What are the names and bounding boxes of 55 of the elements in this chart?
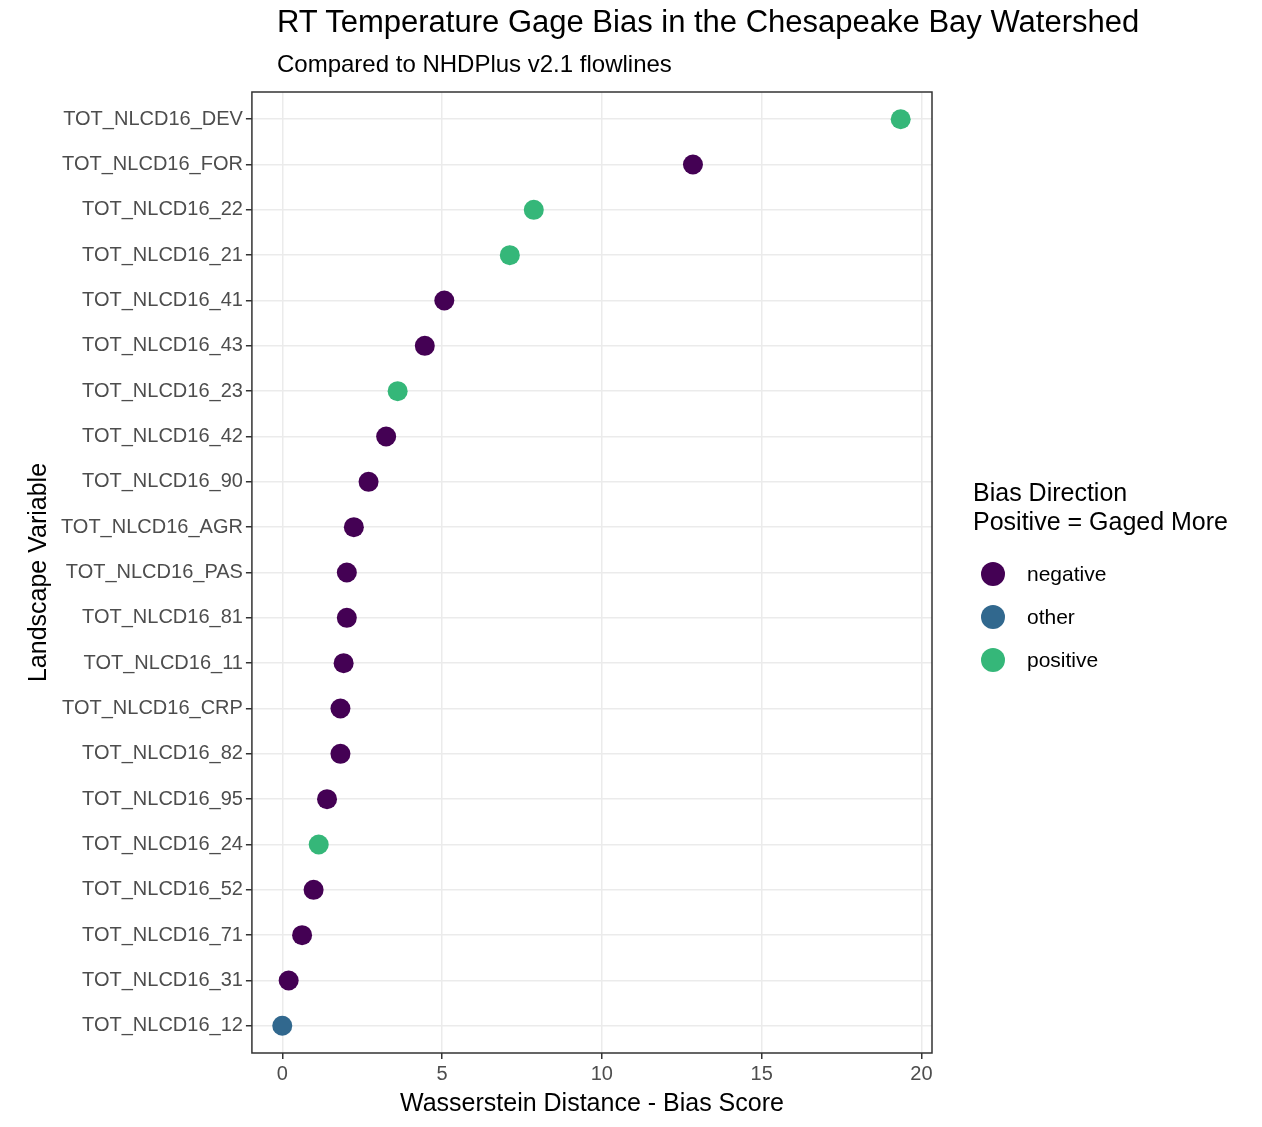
point [333, 653, 354, 674]
y-tick-label: TOT_NLCD16_41 [82, 288, 243, 312]
y-axis-title: Landscape Variable [22, 462, 51, 683]
y-tick-label: TOT_NLCD16_81 [82, 605, 243, 629]
legend-title: Bias Direction Positive = Gaged More [973, 478, 1228, 536]
x-tick-label: 5 [436, 1061, 448, 1084]
y-tick-label: TOT_NLCD16_71 [82, 922, 243, 946]
point [308, 834, 329, 855]
point [303, 879, 324, 900]
point [330, 698, 351, 719]
point [499, 245, 520, 266]
y-tick-label: TOT_NLCD16_42 [82, 424, 243, 448]
y-tick-label: TOT_NLCD16_CRP [62, 696, 243, 720]
y-tick-label: TOT_NLCD16_FOR [62, 152, 243, 176]
y-tick-label: TOT_NLCD16_24 [82, 832, 243, 855]
legend-label: positive [1027, 647, 1099, 672]
point [272, 1015, 293, 1036]
point [336, 562, 357, 583]
chart-title: RT Temperature Gage Bias in the Chesapeake Bay Watershed [277, 4, 1140, 40]
y-tick-label: TOT_NLCD16_DEV [63, 106, 244, 130]
y-tick-label: TOT_NLCD16_31 [82, 967, 243, 991]
point [292, 925, 313, 946]
chart-subtitle: Compared to NHDPlus v2.1 flowlines [277, 50, 672, 78]
point [414, 335, 435, 356]
x-tick-label: 10 [590, 1061, 613, 1084]
y-tick-label: TOT_NLCD16_43 [82, 333, 243, 357]
point [523, 199, 544, 220]
y-tick-label: TOT_NLCD16_82 [82, 741, 243, 765]
y-tick-label: TOT_NLCD16_12 [82, 1013, 243, 1037]
point [434, 290, 455, 311]
x-tick-label: 20 [910, 1061, 933, 1084]
point [890, 109, 911, 130]
y-tick-label: TOT_NLCD16_95 [82, 786, 243, 810]
point [336, 607, 357, 628]
legend-label: other [1027, 604, 1075, 629]
y-tick-label: TOT_NLCD16_22 [82, 197, 243, 221]
x-tick-label: 15 [750, 1061, 773, 1084]
y-tick-label: TOT_NLCD16_AGR [60, 514, 243, 538]
point [358, 471, 379, 492]
y-tick-label: TOT_NLCD16_23 [82, 378, 243, 402]
y-tick-label: TOT_NLCD16_90 [82, 469, 243, 493]
y-tick-label: TOT_NLCD16_21 [82, 242, 243, 266]
y-tick-label: TOT_NLCD16_11 [83, 650, 243, 674]
point [343, 517, 364, 538]
y-tick-label: TOT_NLCD16_52 [82, 877, 243, 901]
legend-label: negative [1027, 561, 1107, 586]
point [682, 154, 703, 175]
point [376, 426, 397, 447]
point [387, 381, 408, 402]
x-tick-label: 0 [276, 1061, 288, 1084]
y-tick-label: TOT_NLCD16_PAS [65, 560, 243, 584]
x-axis-title: Wasserstein Distance - Bias Score [399, 1087, 784, 1116]
point [317, 789, 338, 810]
point [330, 743, 351, 764]
point [278, 970, 299, 991]
